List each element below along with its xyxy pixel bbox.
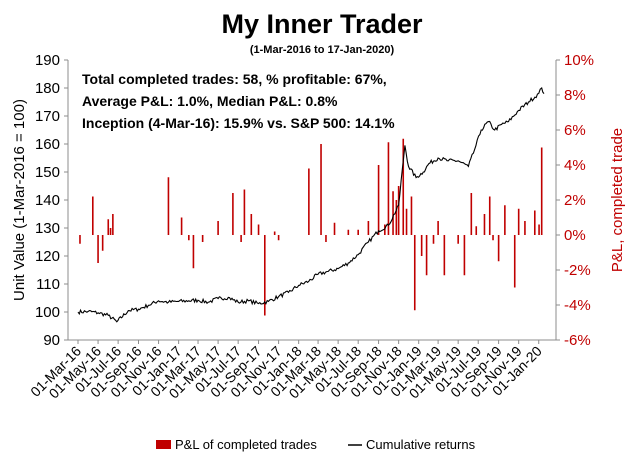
pnl-bar [277, 235, 280, 241]
legend-label-line: Cumulative returns [366, 437, 476, 452]
pnl-bar [538, 224, 540, 235]
y-tick-right-label: -2% [564, 262, 591, 279]
annotation-line-1: Total completed trades: 58, % profitable… [82, 71, 387, 87]
pnl-bar [432, 235, 435, 244]
y-tick-right-label: -6% [564, 332, 591, 349]
chart-title: My Inner Trader [221, 9, 423, 39]
pnl-bar [517, 208, 520, 235]
legend-swatch-bar [156, 440, 171, 449]
y-tick-right-label: 10% [564, 52, 594, 69]
pnl-bar [413, 235, 416, 311]
pnl-bar [483, 214, 486, 235]
pnl-bar [437, 221, 439, 235]
pnl-bar [425, 235, 428, 276]
y-tick-left-label: 90 [43, 332, 60, 349]
pnl-bar [97, 235, 99, 263]
y-tick-right-label: 6% [564, 122, 586, 139]
pnl-bar [101, 235, 104, 251]
pnl-bar [217, 221, 219, 235]
pnl-bar [420, 235, 423, 256]
pnl-bar [333, 222, 336, 235]
pnl-bar [387, 142, 390, 235]
pnl-bar [443, 235, 446, 276]
y-tick-left-label: 100 [35, 304, 60, 321]
y-axis-left-label: Unit Value (1-Mar-2016 = 100) [11, 99, 28, 301]
pnl-bar [504, 205, 506, 235]
pnl-bar [524, 221, 526, 235]
pnl-bar [232, 193, 234, 235]
pnl-bar [392, 191, 394, 235]
y-tick-left-label: 130 [35, 220, 60, 237]
pnl-bar [492, 235, 494, 241]
pnl-bar [405, 208, 408, 235]
pnl-bar [475, 226, 478, 235]
y-tick-left-label: 190 [35, 52, 60, 69]
pnl-bar [497, 235, 500, 262]
pnl-bar [347, 229, 350, 235]
pnl-bar [167, 177, 170, 235]
y-tick-right-label: 8% [564, 87, 586, 104]
legend-label-bar: P&L of completed trades [175, 437, 317, 452]
chart-subtitle: (1-Mar-2016 to 17-Jan-2020) [250, 44, 395, 56]
pnl-bar [533, 210, 536, 235]
y-tick-left-label: 110 [36, 276, 60, 293]
pnl-bar [250, 214, 253, 235]
pnl-bar [273, 231, 276, 235]
cumulative-returns-line [77, 87, 545, 323]
pnl-bar [463, 235, 466, 276]
pnl-bar [357, 229, 359, 235]
pnl-bar [395, 200, 398, 235]
pnl-bar [240, 235, 242, 242]
pnl-bar [91, 196, 94, 235]
y-tick-left-label: 160 [35, 136, 60, 153]
pnl-bar [457, 235, 459, 244]
pnl-bar [180, 217, 183, 235]
y-tick-right-label: 0% [564, 227, 586, 244]
pnl-bar [192, 235, 195, 269]
y-tick-left-label: 180 [35, 80, 60, 97]
pnl-bar [79, 235, 81, 244]
y-tick-right-label: 4% [564, 157, 586, 174]
pnl-bar [243, 189, 246, 235]
pnl-bar [397, 186, 400, 235]
pnl-bar [470, 193, 473, 235]
pnl-bar [325, 235, 327, 242]
pnl-bar [410, 196, 413, 235]
y-tick-right-label: 2% [564, 192, 586, 209]
pnl-bar [308, 168, 310, 235]
y-axis-right-label: P&L, completed trade [609, 128, 626, 272]
pnl-bar [107, 219, 110, 235]
pnl-bar [109, 228, 112, 235]
legend: P&L of completed trades Cumulative retur… [156, 437, 476, 452]
pnl-bar [377, 165, 380, 235]
annotation-line-3: Inception (4-Mar-16): 15.9% vs. S&P 500:… [82, 115, 395, 131]
pnl-bar [263, 235, 266, 316]
pnl-bar [201, 235, 204, 242]
pnl-bar [513, 235, 516, 288]
annotation-line-2: Average P&L: 1.0%, Median P&L: 0.8% [82, 93, 338, 109]
pnl-bar [402, 138, 405, 235]
pnl-bar [188, 235, 190, 241]
pnl-bar [488, 196, 491, 235]
y-tick-left-label: 140 [35, 192, 60, 209]
y-tick-right-label: -4% [564, 297, 591, 314]
pnl-bar [384, 224, 386, 235]
pnl-bar [257, 224, 260, 235]
pnl-bar [320, 144, 322, 235]
y-tick-left-label: 120 [35, 248, 60, 265]
pnl-bar [367, 221, 370, 235]
pnl-bar [540, 147, 543, 235]
y-tick-left-label: 170 [35, 108, 60, 125]
y-tick-left-label: 150 [35, 164, 60, 181]
pnl-bar [112, 214, 114, 235]
